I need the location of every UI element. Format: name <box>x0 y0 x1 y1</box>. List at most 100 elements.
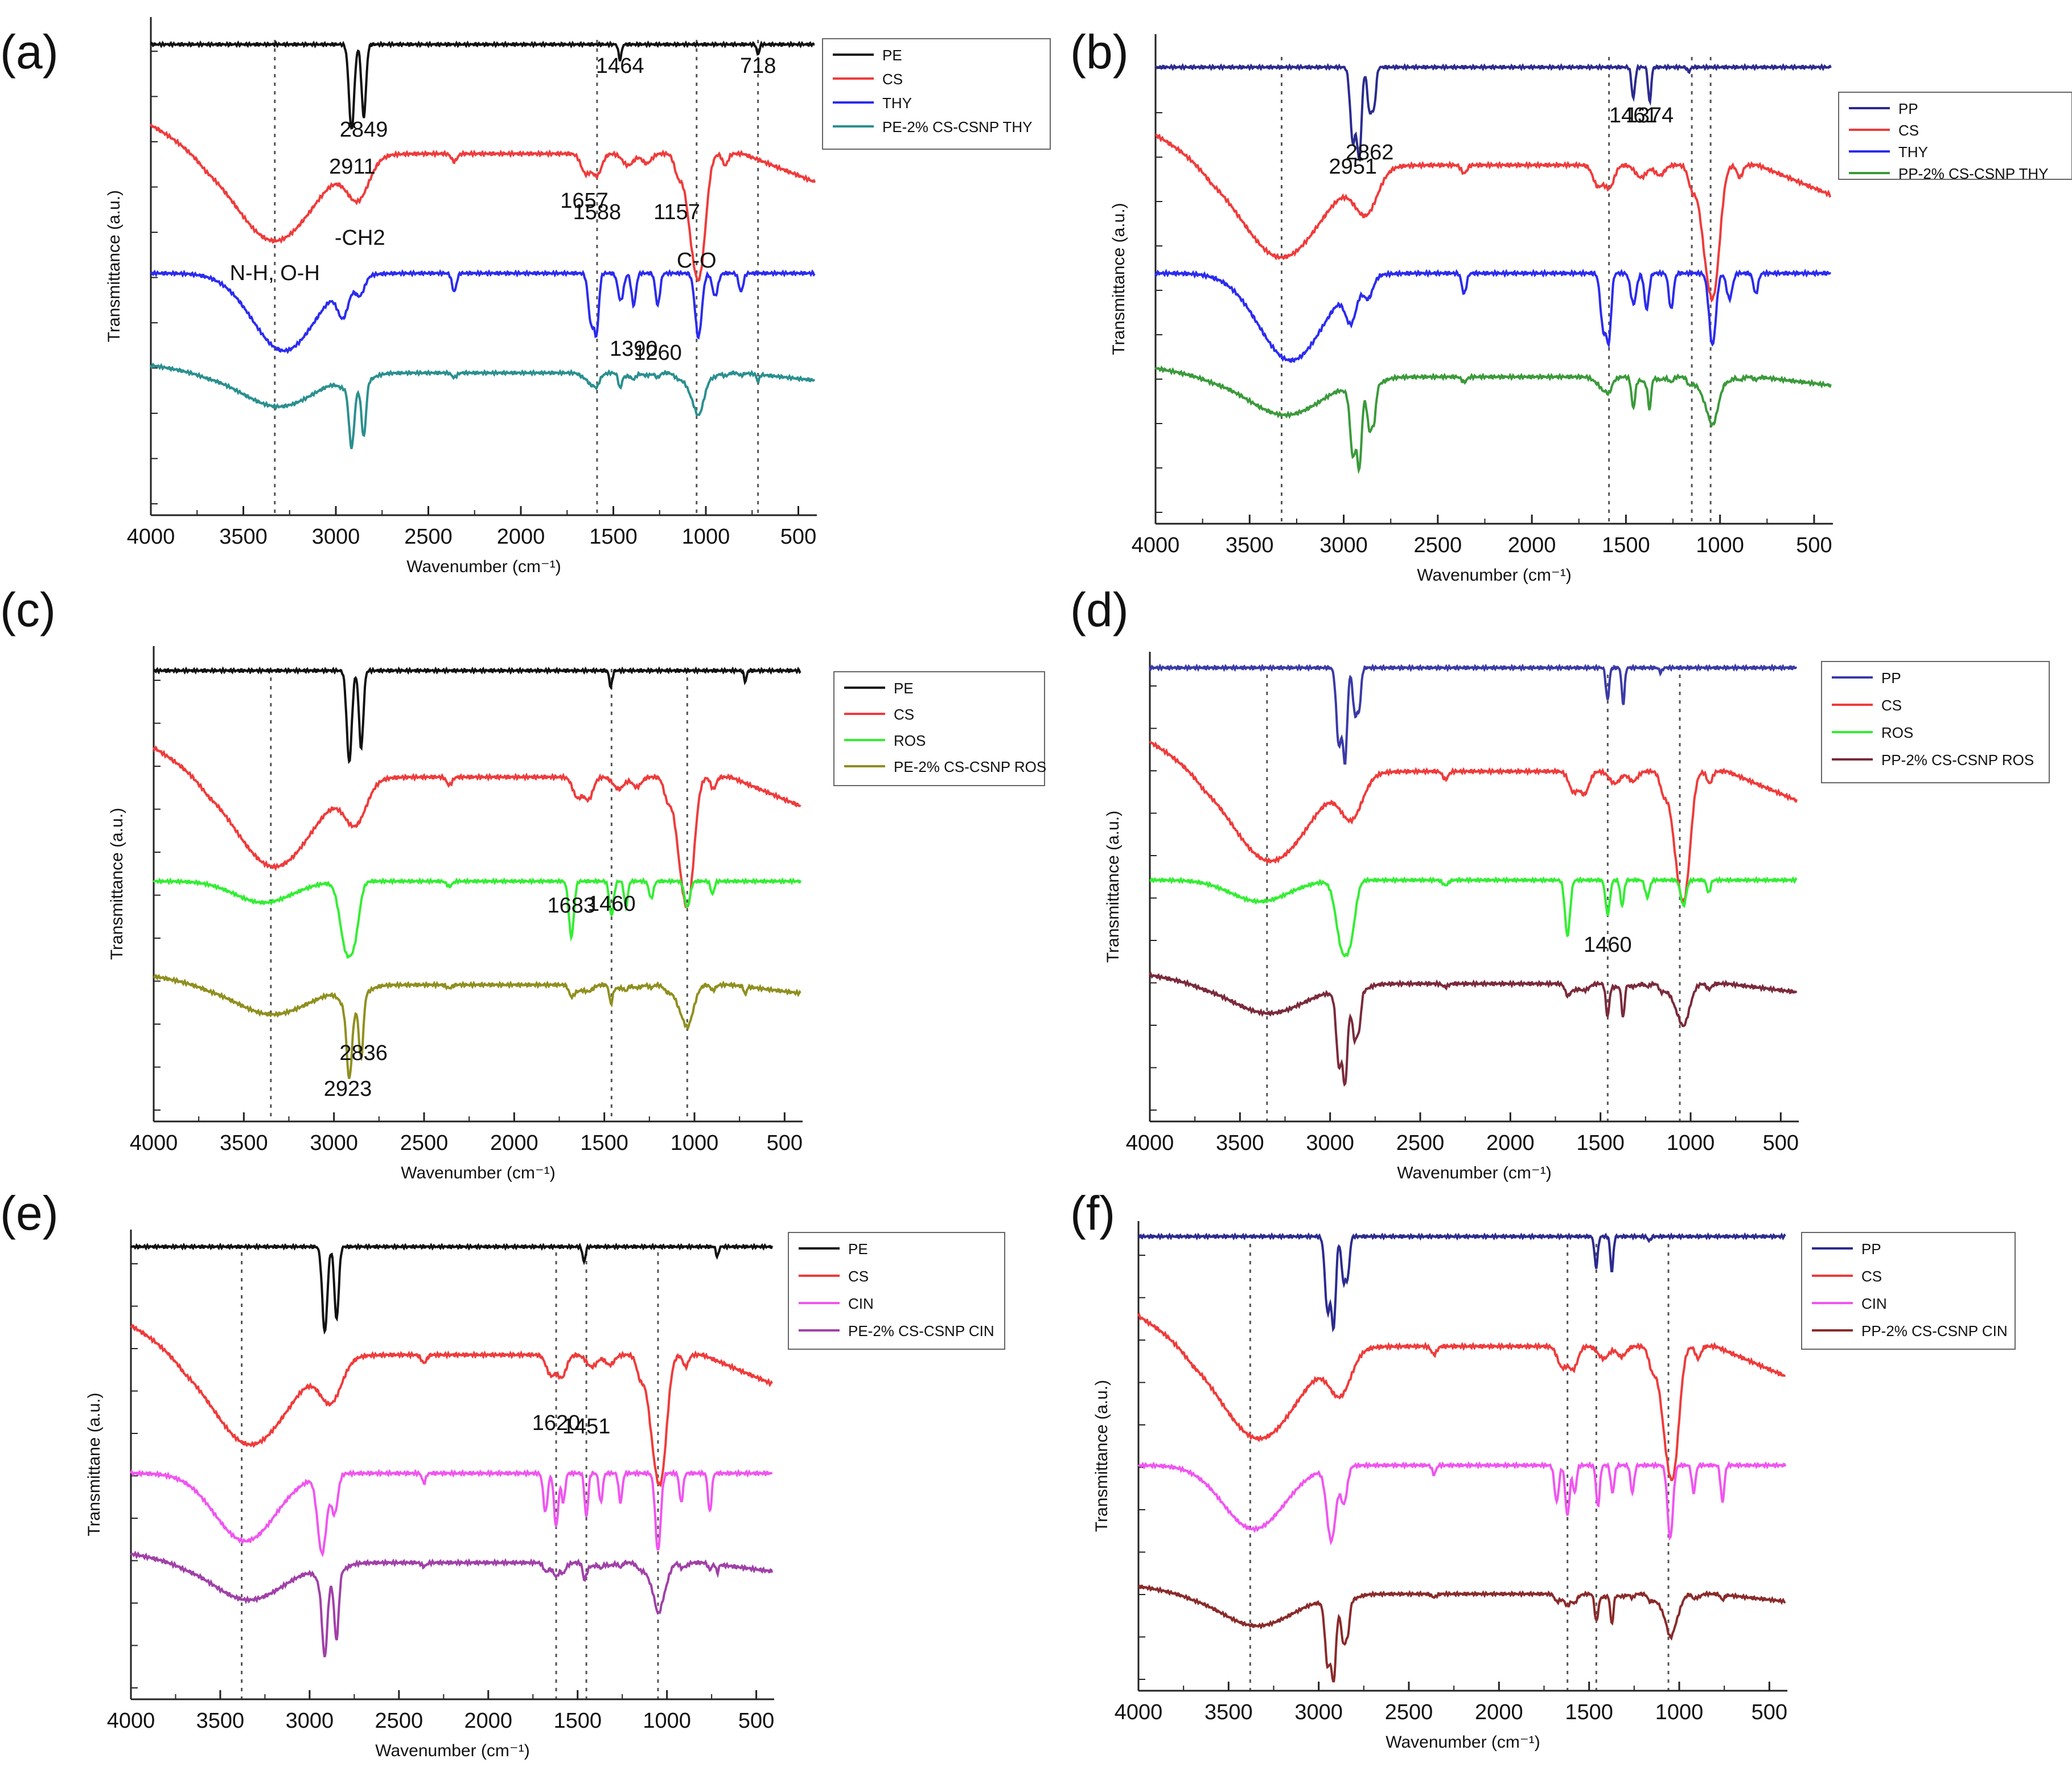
legend-entry: PE <box>894 680 914 697</box>
panel-label: (a) <box>0 25 59 79</box>
x-tick-label: 500 <box>780 525 816 549</box>
x-tick-label: 500 <box>1796 533 1832 557</box>
legend-entry: THY <box>1898 143 1928 161</box>
panel-f: (f) 4000 3500 3000 2500 2000 1500 1000 500 Wavenu… <box>1070 1186 2016 1752</box>
spectrum-pp <box>1138 1232 1786 1333</box>
x-axis-title: Wavenumber (cm⁻¹) <box>1386 1733 1540 1752</box>
panel-label: (d) <box>1070 583 1129 636</box>
spectrum-pe <box>150 40 815 130</box>
x-tick-label: 1000 <box>671 1131 719 1155</box>
x-tick-label: 3500 <box>219 525 268 549</box>
legend-entry: PE-2% CS-CSNP THY <box>882 118 1032 135</box>
x-tick-label: 3000 <box>1319 533 1368 557</box>
legend-entry: PE-2% CS-CSNP CIN <box>848 1322 994 1339</box>
spectrum-pp <box>1154 63 1832 163</box>
legend-box <box>1821 661 2050 783</box>
legend-entry: CIN <box>1861 1295 1887 1312</box>
peak-label: -CH2 <box>335 226 385 250</box>
panel-label: (b) <box>1070 25 1129 79</box>
x-tick-label: 3500 <box>1216 1131 1264 1155</box>
legend-entry: CS <box>1898 122 1919 139</box>
peak-label: 2951 <box>1329 155 1377 179</box>
peak-label: 1374 <box>1626 104 1674 128</box>
x-tick-label: 2500 <box>404 525 453 549</box>
spectrum-pp-2-cs-csnp-thy <box>1154 365 1832 475</box>
y-axis-title: Transmittance (a.u.) <box>1092 1380 1111 1532</box>
spectrum-ros <box>1149 876 1798 958</box>
legend-entry: PP <box>1898 100 1918 117</box>
x-tick-label: 500 <box>1763 1131 1799 1155</box>
panel-c: (c) 4000 3500 3000 2500 2000 1500 1000 500 Wavenu… <box>0 583 1046 1182</box>
panel-label: (c) <box>0 583 56 636</box>
legend-entry: PP-2% CS-CSNP THY <box>1898 165 2048 182</box>
x-tick-label: 1000 <box>1696 533 1744 557</box>
x-tick-label: 4000 <box>1132 533 1180 557</box>
peak-label: 2911 <box>329 155 376 179</box>
spectrum-thy <box>150 269 816 355</box>
x-tick-label: 1000 <box>1655 1700 1704 1724</box>
x-tick-label: 2500 <box>1385 1700 1433 1724</box>
peak-label: 2836 <box>339 1041 388 1065</box>
y-axis-title: Transmittance (a.u.) <box>108 808 126 960</box>
peak-label: 1464 <box>596 54 644 78</box>
peak-label: C-O <box>677 249 717 273</box>
y-axis-title: Transmittance (a.u.) <box>1109 203 1128 355</box>
peak-label: N-H, O-H <box>230 261 320 285</box>
x-tick-label: 2500 <box>1396 1131 1445 1155</box>
x-tick-label: 2000 <box>1508 533 1556 557</box>
panel-a: (a) 4000 3500 3000 2500 2000 1500 1000 500 Wavenu… <box>0 17 1051 576</box>
x-tick-label: 3500 <box>1226 533 1274 557</box>
x-axis-title: Wavenumber (cm⁻¹) <box>1417 566 1571 585</box>
legend-entry: CS <box>1861 1268 1882 1285</box>
x-tick-label: 1000 <box>1667 1131 1715 1155</box>
panel-d: (d) 4000 3500 3000 2500 2000 1500 1000 500 Wavenu… <box>1070 583 2050 1182</box>
spectrum-cin <box>1137 1461 1787 1546</box>
peak-label: 1390 <box>610 337 658 361</box>
legend-entry: PP-2% CS-CSNP CIN <box>1861 1322 2008 1339</box>
x-tick-label: 2000 <box>464 1709 513 1733</box>
x-tick-label: 3000 <box>312 525 360 549</box>
peak-label: 1461 <box>1609 104 1658 128</box>
x-tick-label: 3500 <box>220 1131 268 1155</box>
spectrum-pe-2-cs-csnp-thy <box>150 362 816 449</box>
x-tick-label: 3000 <box>310 1131 358 1155</box>
spectrum-cs <box>1155 133 1832 303</box>
spectrum-pe-2-cs-csnp-ros <box>153 974 801 1079</box>
y-axis-title: Transmittane (a.u.) <box>85 1392 104 1536</box>
legend-box <box>822 38 1051 150</box>
legend-entry: PE <box>882 47 902 64</box>
x-tick-label: 1500 <box>553 1709 602 1733</box>
peak-label: 1620 <box>532 1411 581 1435</box>
spectrum-cin <box>130 1469 773 1558</box>
legend-entry: PE-2% CS-CSNP ROS <box>894 758 1046 775</box>
legend-entry: ROS <box>1881 724 1913 741</box>
x-tick-label: 3000 <box>1306 1131 1354 1155</box>
legend-entry: PP <box>1881 669 1901 687</box>
spectrum-ros <box>153 877 802 959</box>
x-tick-label: 1500 <box>1602 533 1650 557</box>
legend-entry: ROS <box>894 732 926 749</box>
legend-entry: CS <box>894 706 914 723</box>
x-tick-label: 1500 <box>589 525 638 549</box>
spectrum-pe <box>153 666 801 765</box>
x-tick-label: 3000 <box>1294 1700 1343 1724</box>
spectrum-thy <box>1154 268 1832 363</box>
spectrum-cs <box>153 745 801 909</box>
spectrum-pe-2-cs-csnp-cin <box>130 1550 774 1658</box>
x-tick-label: 2500 <box>400 1131 449 1155</box>
spectrum-pe <box>130 1242 774 1335</box>
x-tick-label: 1500 <box>580 1131 628 1155</box>
peak-label: 2862 <box>1346 141 1394 165</box>
x-tick-label: 4000 <box>127 525 175 549</box>
peak-label: 1460 <box>587 892 636 916</box>
legend-entry: PP-2% CS-CSNP ROS <box>1881 751 2034 769</box>
x-tick-label: 500 <box>767 1131 803 1155</box>
spectrum-cs <box>130 1324 773 1488</box>
spectrum-cs <box>150 123 816 282</box>
x-axis-title: Wavenumber (cm⁻¹) <box>375 1741 529 1760</box>
x-tick-label: 1000 <box>682 525 730 549</box>
x-axis-title: Wavenumber (cm⁻¹) <box>1397 1164 1551 1182</box>
x-tick-label: 500 <box>738 1709 774 1733</box>
x-tick-label: 2000 <box>1486 1131 1535 1155</box>
x-tick-label: 2000 <box>490 1131 538 1155</box>
